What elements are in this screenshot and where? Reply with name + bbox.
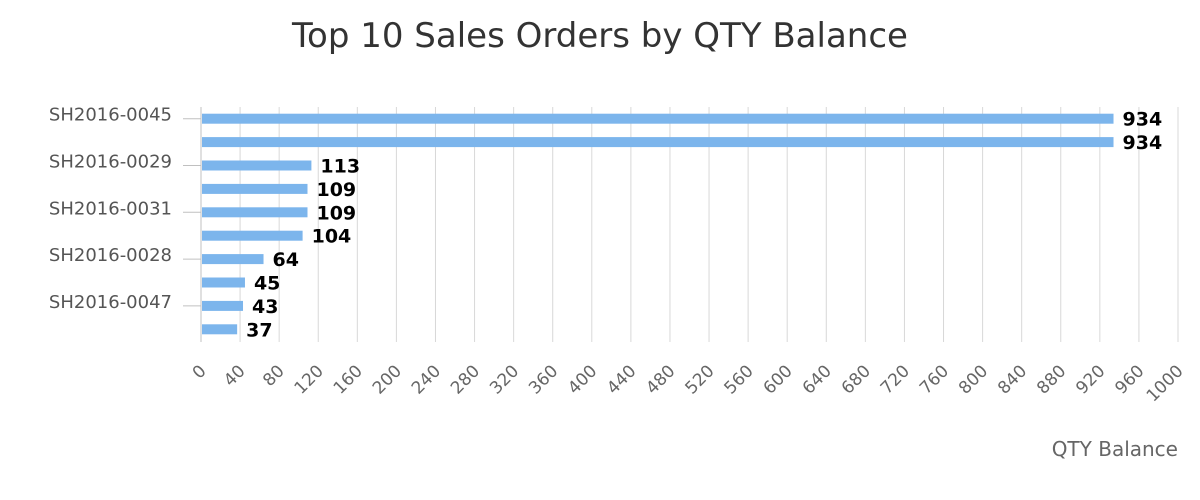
bars bbox=[202, 113, 1114, 335]
x-tick-label: 520 bbox=[681, 361, 718, 398]
x-tick-label: 560 bbox=[721, 361, 758, 398]
x-tick-label: 360 bbox=[525, 361, 562, 398]
bar bbox=[202, 113, 1114, 124]
bar bbox=[202, 230, 303, 241]
x-tick-label: 400 bbox=[564, 361, 601, 398]
category-label: SH2016-0045 bbox=[49, 105, 172, 126]
x-tick-label: 0 bbox=[189, 361, 211, 383]
x-tick-label: 480 bbox=[642, 361, 679, 398]
data-label: 104 bbox=[312, 226, 352, 248]
x-tick-label: 840 bbox=[994, 361, 1031, 398]
x-tick-label: 120 bbox=[291, 361, 328, 398]
bar bbox=[202, 324, 238, 335]
category-label: SH2016-0029 bbox=[49, 152, 172, 173]
x-tick-label: 320 bbox=[486, 361, 523, 398]
bar bbox=[202, 137, 1114, 148]
category-axis: SH2016-0045 SH2016-0029 SH2016-0031 SH2016-… bbox=[49, 105, 202, 342]
data-label: 37 bbox=[246, 319, 272, 341]
x-tick-label: 720 bbox=[877, 361, 914, 398]
data-label: 45 bbox=[254, 273, 280, 295]
x-tick-label: 160 bbox=[330, 361, 367, 398]
x-tick-label: 800 bbox=[955, 361, 992, 398]
x-tick-label: 640 bbox=[799, 361, 836, 398]
category-label: SH2016-0031 bbox=[49, 198, 172, 219]
x-axis-ticks: 0 40 80 120 160 200 240 280 320 360 400 440 480 520 56… bbox=[189, 361, 1188, 406]
category-label: SH2016-0028 bbox=[49, 245, 172, 266]
data-label: 43 bbox=[252, 296, 278, 318]
chart-title: Top 10 Sales Orders by QTY Balance bbox=[291, 16, 908, 56]
bar bbox=[202, 254, 264, 265]
x-tick-label: 280 bbox=[447, 361, 484, 398]
x-tick-label: 680 bbox=[838, 361, 875, 398]
bar bbox=[202, 160, 312, 171]
x-tick-label: 1000 bbox=[1143, 361, 1188, 406]
x-tick-label: 760 bbox=[916, 361, 953, 398]
data-label: 109 bbox=[316, 179, 356, 201]
x-axis-title: QTY Balance bbox=[1052, 437, 1178, 461]
data-label: 109 bbox=[316, 202, 356, 224]
bar bbox=[202, 183, 308, 194]
x-tick-label: 920 bbox=[1072, 361, 1109, 398]
x-tick-label: 80 bbox=[259, 361, 288, 390]
x-tick-label: 600 bbox=[760, 361, 797, 398]
x-tick-label: 200 bbox=[369, 361, 406, 398]
bar bbox=[202, 277, 245, 288]
data-label: 64 bbox=[273, 249, 299, 271]
x-tick-label: 40 bbox=[220, 361, 249, 390]
data-label: 934 bbox=[1123, 132, 1163, 154]
x-tick-label: 240 bbox=[408, 361, 445, 398]
bar bbox=[202, 300, 244, 311]
data-label: 934 bbox=[1123, 109, 1163, 131]
category-label: SH2016-0047 bbox=[49, 292, 172, 313]
x-tick-label: 440 bbox=[603, 361, 640, 398]
data-label: 113 bbox=[320, 156, 360, 178]
x-tick-label: 880 bbox=[1033, 361, 1070, 398]
bar bbox=[202, 207, 308, 218]
